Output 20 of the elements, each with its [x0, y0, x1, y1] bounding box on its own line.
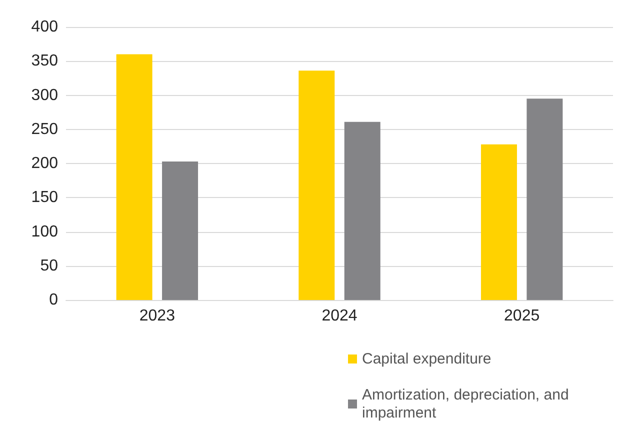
- bar: [344, 122, 380, 300]
- bar: [526, 98, 563, 300]
- legend-label: Capital expenditure: [362, 350, 492, 368]
- bar: [298, 70, 335, 300]
- y-tick-label: 100: [31, 223, 58, 240]
- y-tick-label: 250: [31, 120, 58, 138]
- x-tick-label: 2023: [139, 308, 176, 324]
- legend-label: Amortization, depreciation, and impairment: [362, 386, 573, 422]
- x-tick-label: 2025: [504, 308, 540, 324]
- y-tick-label: 400: [31, 18, 58, 36]
- bar: [116, 54, 152, 300]
- y-tick-label: 0: [49, 292, 58, 308]
- y-tick-label: 350: [31, 52, 58, 70]
- y-tick-label: 50: [40, 257, 58, 274]
- y-tick-label: 200: [31, 155, 58, 172]
- x-tick-label: 2024: [322, 308, 358, 324]
- bar: [480, 144, 517, 300]
- y-tick-label: 150: [31, 189, 58, 206]
- y-tick-label: 300: [31, 86, 58, 104]
- bar: [162, 161, 198, 300]
